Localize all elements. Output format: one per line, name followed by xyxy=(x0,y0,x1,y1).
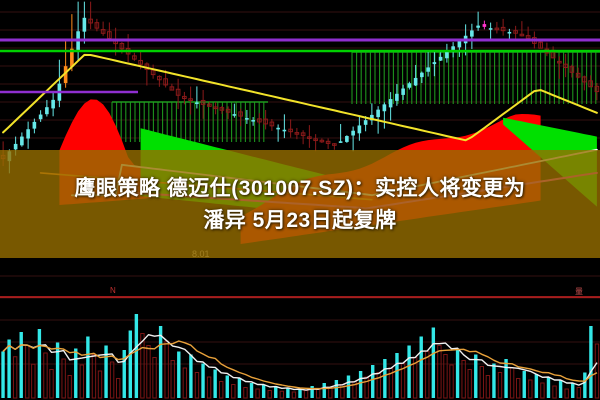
volume-chart-panel[interactable] xyxy=(0,258,600,400)
volume-right-marker: 量 xyxy=(575,287,583,296)
volume-chart-canvas xyxy=(0,275,600,399)
price-chart-panel[interactable] xyxy=(0,0,600,258)
volume-left-marker: N xyxy=(110,286,116,295)
price-chart-canvas xyxy=(0,1,600,244)
price-marker-label: 8.01 xyxy=(192,249,210,259)
